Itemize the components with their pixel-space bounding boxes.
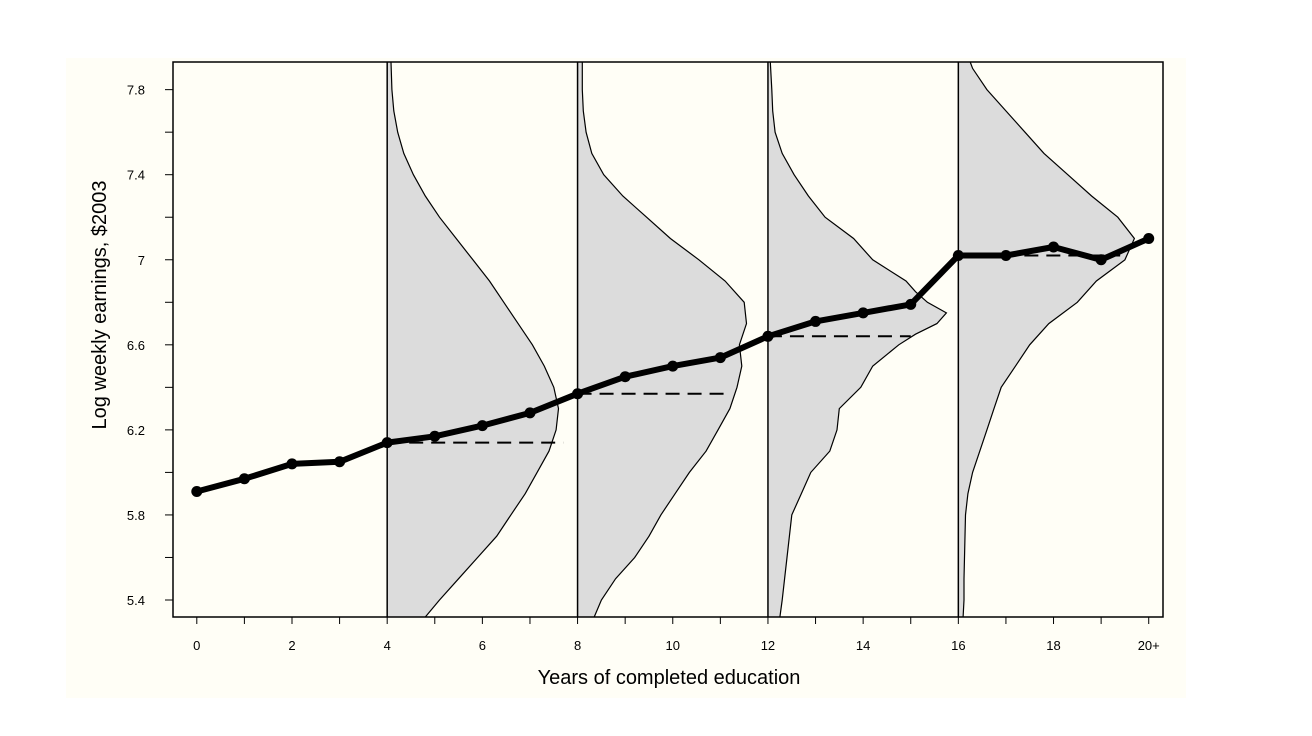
chart-panel: 0 2 4 6 8 10 12 14 16 18 20+ 5.4 5.8 6.2 6.6 7 7.4 7.8 Ye… <box>66 58 1186 698</box>
x-tick-label: 18 <box>1046 638 1060 653</box>
density-outline-2 <box>769 61 948 618</box>
y-tick-label: 7 <box>138 253 145 268</box>
data-point <box>857 307 869 319</box>
data-point <box>286 458 298 470</box>
series-layer <box>191 232 1155 498</box>
x-tick-label: 10 <box>666 638 680 653</box>
data-point <box>762 330 774 342</box>
x-tick-label: 12 <box>761 638 775 653</box>
x-tick-label: 20+ <box>1138 638 1160 653</box>
density-outline-1 <box>581 62 748 618</box>
data-point <box>429 430 441 442</box>
data-point <box>476 420 488 432</box>
data-point <box>1143 232 1155 244</box>
data-point <box>334 456 346 468</box>
density-layer <box>386 61 1136 618</box>
density-fill-3 <box>958 62 1135 617</box>
x-tick-label: 0 <box>193 638 200 653</box>
y-tick-label: 7.8 <box>127 83 145 98</box>
density-fill-0 <box>387 62 559 617</box>
x-tick-label: 6 <box>479 638 486 653</box>
data-point <box>905 298 917 310</box>
density-fill-1 <box>577 62 747 617</box>
y-tick-label: 5.4 <box>127 593 145 608</box>
x-tick-label: 14 <box>856 638 870 653</box>
x-tick-label: 2 <box>288 638 295 653</box>
density-outline-3 <box>962 61 1136 618</box>
y-tick-label: 6.6 <box>127 338 145 353</box>
data-point <box>381 437 393 449</box>
density-fill-2 <box>767 62 947 617</box>
x-tick-label: 16 <box>951 638 965 653</box>
y-tick-label: 6.2 <box>127 423 145 438</box>
y-axis-title: Log weekly earnings, $2003 <box>89 180 111 429</box>
data-point <box>952 250 964 262</box>
x-tick-label: 4 <box>384 638 391 653</box>
y-tick-label: 5.8 <box>127 508 145 523</box>
chart: 0 2 4 6 8 10 12 14 16 18 20+ 5.4 5.8 6.2 6.6 7 7.4 7.8 Ye… <box>89 61 1164 689</box>
data-point <box>810 315 822 327</box>
plot-frame <box>172 61 1164 618</box>
data-point <box>238 473 250 485</box>
data-point <box>572 388 584 400</box>
y-tick-label: 7.4 <box>127 168 145 183</box>
data-point <box>1095 254 1107 266</box>
data-point <box>714 352 726 364</box>
density-outline-0 <box>390 61 560 618</box>
data-point <box>667 360 679 372</box>
axes-layer: 0 2 4 6 8 10 12 14 16 18 20+ 5.4 5.8 6.2 6.6 7 7.4 7.8 <box>127 61 1164 653</box>
data-point <box>1000 250 1012 262</box>
x-axis-title: Years of completed education <box>538 667 801 689</box>
data-point <box>191 486 203 498</box>
data-point <box>619 371 631 383</box>
data-point <box>1048 241 1060 253</box>
x-tick-label: 8 <box>574 638 581 653</box>
data-point <box>524 407 536 419</box>
